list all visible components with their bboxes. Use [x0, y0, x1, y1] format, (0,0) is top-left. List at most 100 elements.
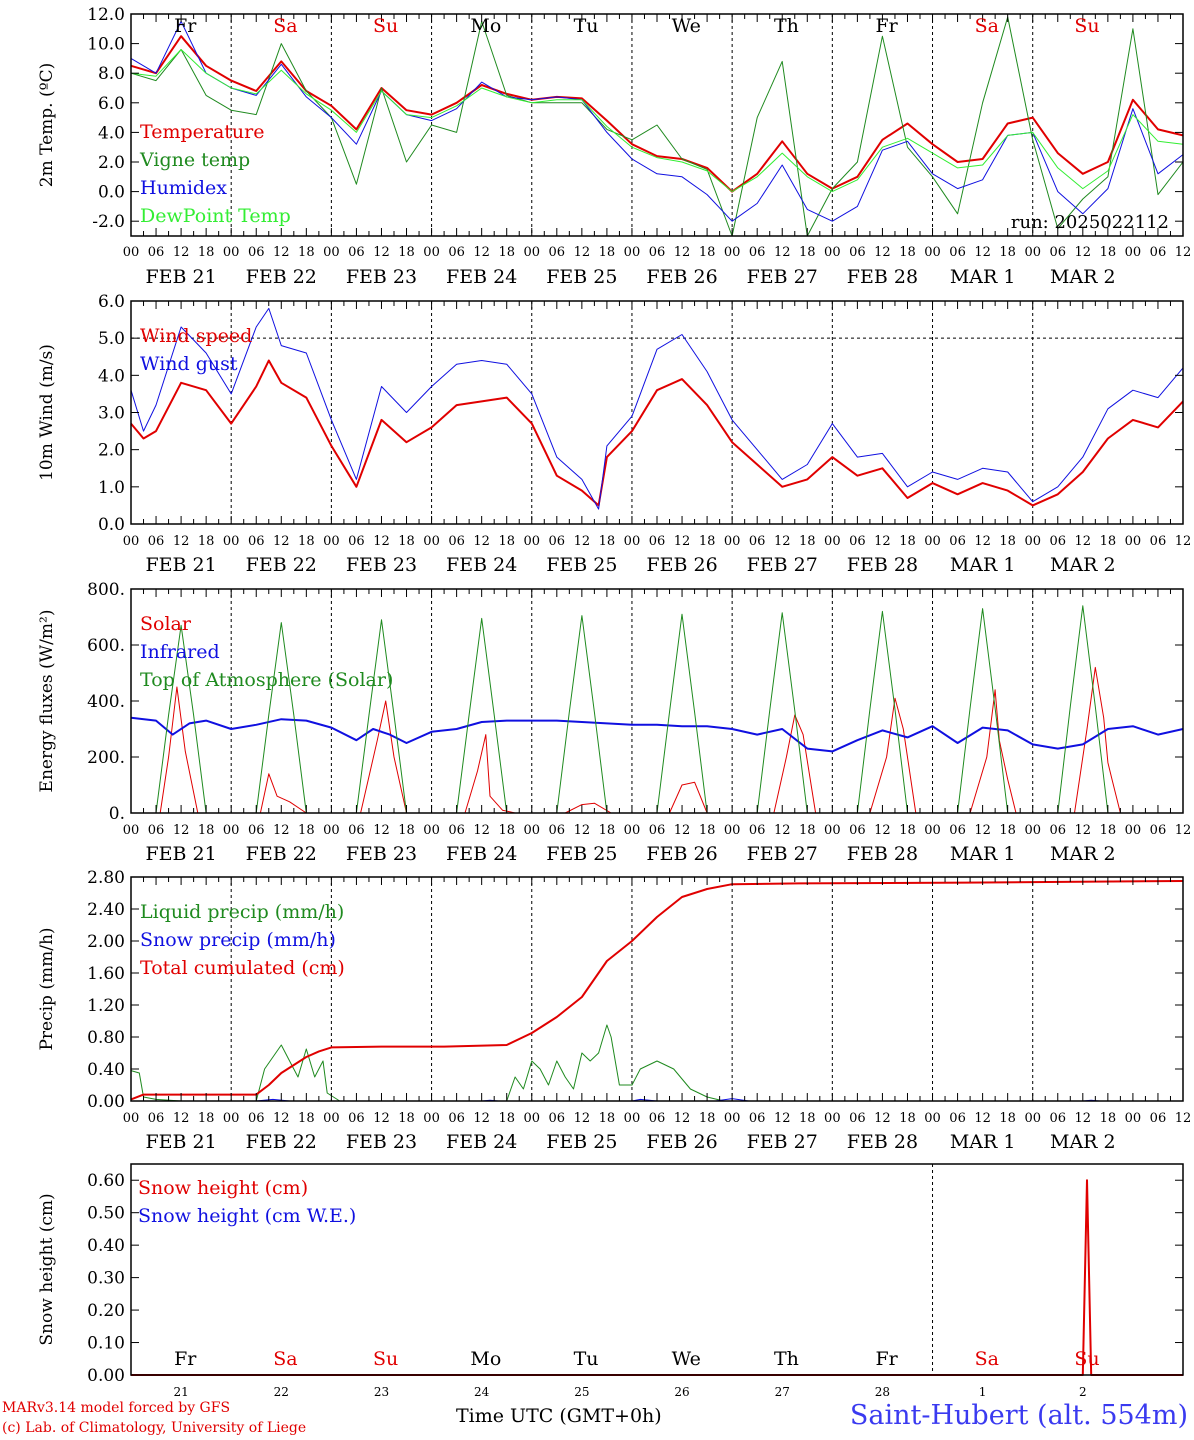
hour-tick-label: 00: [423, 823, 440, 838]
hour-tick-label: 12: [674, 534, 691, 549]
hour-tick-label: 00: [1125, 1111, 1142, 1126]
hour-tick-label: 18: [298, 823, 315, 838]
hour-tick-label: 12: [674, 245, 691, 260]
y-tick-label: 6.0: [98, 292, 125, 312]
hour-tick-label: 00: [624, 534, 641, 549]
hour-tick-label: 12: [774, 534, 791, 549]
weekday-label: We: [672, 15, 701, 37]
y-tick-label: 0.50: [87, 1204, 125, 1224]
y-tick-label: 10.0: [87, 35, 125, 55]
date-label: FEB 28: [847, 554, 918, 576]
series-line-temp-1: [130, 16, 1184, 237]
date-label: FEB 21: [145, 1131, 216, 1153]
hour-tick-label: 12: [574, 1111, 591, 1126]
series-line-flux-2: [131, 605, 1183, 814]
hour-tick-label: 06: [949, 823, 966, 838]
y-tick-label: 0.20: [87, 1301, 125, 1321]
weekday-label: Su: [1074, 1348, 1099, 1370]
weekday-label: Sa: [273, 1348, 297, 1370]
date-label: FEB 26: [646, 266, 717, 288]
y-tick-label: 8.0: [98, 64, 125, 84]
hour-tick-label: 06: [649, 1111, 666, 1126]
series-line-flux-0: [131, 666, 1183, 814]
hour-tick-label: 18: [799, 823, 816, 838]
day-number-label: 23: [374, 1385, 389, 1399]
y-tick-label: 0.00: [87, 1092, 125, 1112]
hour-tick-label: 18: [699, 534, 716, 549]
hour-tick-label: 18: [1100, 1111, 1117, 1126]
date-label: MAR 1: [950, 266, 1016, 288]
hour-tick-label: 12: [974, 823, 991, 838]
weekday-label: Su: [373, 15, 398, 37]
day-number-label: 22: [274, 1385, 289, 1399]
hour-tick-label: 00: [223, 534, 240, 549]
hour-tick-label: 18: [398, 1111, 415, 1126]
weekday-label: Fr: [875, 15, 898, 37]
day-number-label: 24: [474, 1385, 490, 1399]
weekday-label: Fr: [875, 1348, 898, 1370]
hour-tick-label: 18: [999, 534, 1016, 549]
hour-tick-label: 12: [1075, 823, 1092, 838]
hour-tick-label: 06: [348, 245, 365, 260]
weekday-label: Fr: [174, 15, 197, 37]
weekday-label: Sa: [273, 15, 297, 37]
hour-tick-label: 00: [824, 823, 841, 838]
hour-tick-label: 00: [724, 1111, 741, 1126]
legend-entry-precip-1: Snow precip (mm/h): [140, 929, 336, 951]
date-label: FEB 26: [646, 554, 717, 576]
hour-tick-label: 18: [298, 534, 315, 549]
hour-tick-label: 12: [1175, 245, 1192, 260]
hour-tick-label: 06: [1150, 823, 1167, 838]
hour-tick-label: 12: [574, 823, 591, 838]
hour-tick-label: 18: [198, 245, 215, 260]
legend-entry-temp-3: DewPoint Temp: [140, 205, 291, 227]
hour-tick-label: 12: [874, 1111, 891, 1126]
hour-tick-label: 18: [198, 1111, 215, 1126]
hour-tick-label: 18: [298, 1111, 315, 1126]
hour-tick-label: 00: [423, 534, 440, 549]
hour-tick-label: 18: [999, 823, 1016, 838]
weekday-label: We: [672, 1348, 701, 1370]
y-tick-label: 12.0: [87, 5, 125, 25]
hour-tick-label: 12: [473, 534, 490, 549]
hour-tick-label: 12: [774, 823, 791, 838]
plot-frame-snow: [130, 1163, 1184, 1376]
hour-tick-label: 00: [724, 245, 741, 260]
hour-tick-label: 06: [148, 534, 165, 549]
hour-tick-label: 12: [473, 245, 490, 260]
hour-tick-label: 00: [1125, 245, 1142, 260]
hour-tick-label: 12: [1175, 534, 1192, 549]
hour-tick-label: 00: [423, 245, 440, 260]
hour-tick-label: 18: [699, 245, 716, 260]
hour-tick-label: 06: [549, 823, 566, 838]
y-tick-label: 0.10: [87, 1334, 125, 1354]
hour-tick-label: 06: [1049, 534, 1066, 549]
hour-tick-label: 06: [749, 1111, 766, 1126]
hour-tick-label: 18: [198, 823, 215, 838]
hour-tick-label: 06: [649, 823, 666, 838]
day-number-label: 25: [574, 1385, 589, 1399]
hour-tick-label: 00: [323, 823, 340, 838]
hour-tick-label: 06: [749, 534, 766, 549]
date-label: MAR 2: [1050, 266, 1116, 288]
date-label: FEB 25: [546, 843, 617, 865]
hour-tick-label: 06: [749, 823, 766, 838]
date-label: FEB 22: [246, 554, 317, 576]
hour-tick-label: 00: [924, 1111, 941, 1126]
hour-tick-label: 12: [373, 534, 390, 549]
y-tick-label: 2.0: [98, 153, 125, 173]
hour-tick-label: 18: [899, 534, 916, 549]
date-label: FEB 25: [546, 266, 617, 288]
hour-tick-label: 06: [549, 245, 566, 260]
hour-tick-label: 06: [749, 245, 766, 260]
date-label: FEB 27: [747, 554, 818, 576]
hour-tick-label: 00: [123, 1111, 140, 1126]
hour-tick-label: 18: [398, 245, 415, 260]
hour-tick-label: 18: [899, 1111, 916, 1126]
hour-tick-label: 00: [1125, 534, 1142, 549]
hour-tick-label: 18: [498, 1111, 515, 1126]
hour-tick-label: 12: [273, 245, 290, 260]
hour-tick-label: 18: [999, 1111, 1016, 1126]
hour-tick-label: 06: [649, 534, 666, 549]
hour-tick-label: 00: [523, 534, 540, 549]
